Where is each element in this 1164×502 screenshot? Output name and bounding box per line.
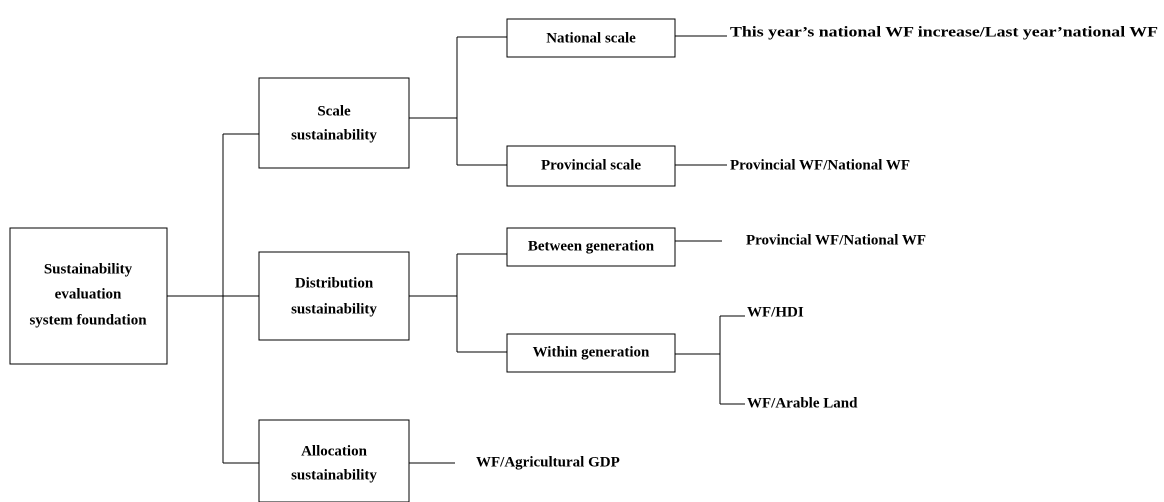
node-label: sustainability — [291, 301, 377, 317]
indicator: Provincial WF/National WF — [746, 232, 926, 248]
box — [506, 227, 676, 267]
node-label: sustainability — [291, 467, 377, 483]
node-label: system foundation — [29, 312, 147, 328]
box — [258, 77, 410, 169]
box — [506, 145, 676, 187]
node-label: Distribution — [295, 275, 374, 291]
indicator: This year’s national WF increase/Last ye… — [730, 24, 1158, 40]
box — [258, 251, 410, 341]
node-label: Sustainability — [44, 261, 133, 277]
node-label: Between generation — [528, 238, 655, 254]
box — [258, 419, 410, 502]
indicator: WF/Arable Land — [747, 395, 858, 411]
indicator: WF/HDI — [747, 304, 804, 320]
node-label: Provincial scale — [541, 157, 641, 173]
node-label: National scale — [546, 30, 636, 46]
node-label: Within generation — [533, 344, 650, 360]
connectors — [167, 35, 745, 464]
box — [506, 333, 676, 373]
node-label: Allocation — [301, 443, 367, 459]
node-label: evaluation — [55, 286, 122, 302]
indicator: WF/Agricultural GDP — [476, 454, 620, 470]
box — [506, 18, 676, 58]
root-box — [9, 227, 168, 365]
node-label: sustainability — [291, 127, 377, 143]
indicator: Provincial WF/National WF — [730, 157, 910, 173]
node-label: Scale — [317, 103, 351, 119]
